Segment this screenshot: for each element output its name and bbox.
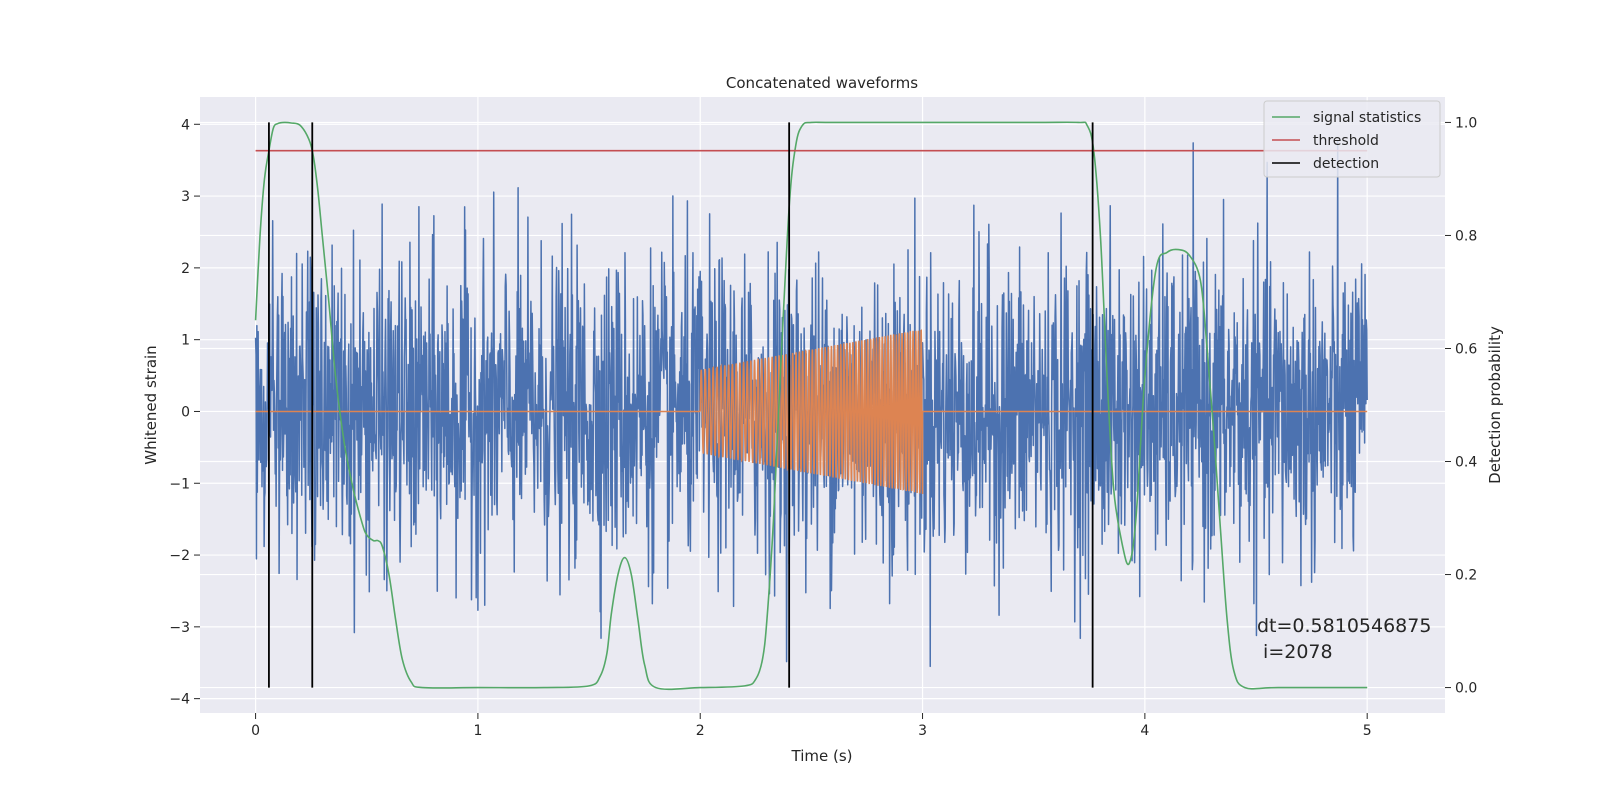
y-tick-label-right: 0.4	[1455, 455, 1477, 471]
chart-title: Concatenated waveforms	[726, 74, 918, 92]
series-noise	[254, 140, 1368, 668]
series-layer	[254, 121, 1368, 691]
x-tick-label: 0	[251, 723, 260, 739]
x-tick-label: 3	[918, 723, 927, 739]
series-injected-waveform	[255, 329, 1368, 495]
legend: signal statistics threshold detection	[1263, 100, 1441, 178]
y-tick-label-left: −4	[169, 692, 190, 708]
annotation-index: i=2078	[1257, 641, 1333, 663]
y-tick-label-left: 0	[181, 404, 190, 420]
annotation-dt: dt=0.5810546875	[1257, 615, 1431, 637]
x-axis-label: Time (s)	[791, 747, 853, 765]
y-tick-label-left: −3	[169, 620, 190, 636]
x-tick-label: 4	[1140, 723, 1149, 739]
y-tick-label-right: 0.2	[1455, 568, 1477, 584]
legend-label-detection: detection	[1313, 156, 1379, 172]
x-tick-label: 1	[473, 723, 482, 739]
axis-ticks: 0 1 2 3 4 5 −4 −3 −2 −1 0 1 2 3 4 0.0 0.2 0.4 0.6 0.8 1.0	[169, 115, 1477, 739]
y-tick-label-right: 0.6	[1455, 341, 1477, 357]
y-tick-label-right: 0.0	[1455, 681, 1477, 697]
legend-label-signal-statistics: signal statistics	[1313, 110, 1421, 126]
y-axis-label-left: Whitened strain	[142, 345, 160, 464]
y-tick-label-left: 1	[181, 333, 190, 349]
x-tick-label: 2	[696, 723, 705, 739]
legend-label-threshold: threshold	[1313, 133, 1379, 149]
x-tick-label: 5	[1363, 723, 1372, 739]
y-axis-label-right: Detection probability	[1486, 326, 1504, 484]
legend-box	[1263, 100, 1441, 178]
y-tick-label-left: 2	[181, 261, 190, 277]
y-tick-label-left: 4	[181, 117, 190, 133]
y-tick-label-left: 3	[181, 189, 190, 205]
y-tick-label-left: −2	[169, 548, 190, 564]
y-tick-label-left: −1	[169, 476, 190, 492]
y-tick-label-right: 0.8	[1455, 228, 1477, 244]
series-signal-statistics	[254, 121, 1368, 691]
y-tick-label-right: 1.0	[1455, 115, 1477, 131]
